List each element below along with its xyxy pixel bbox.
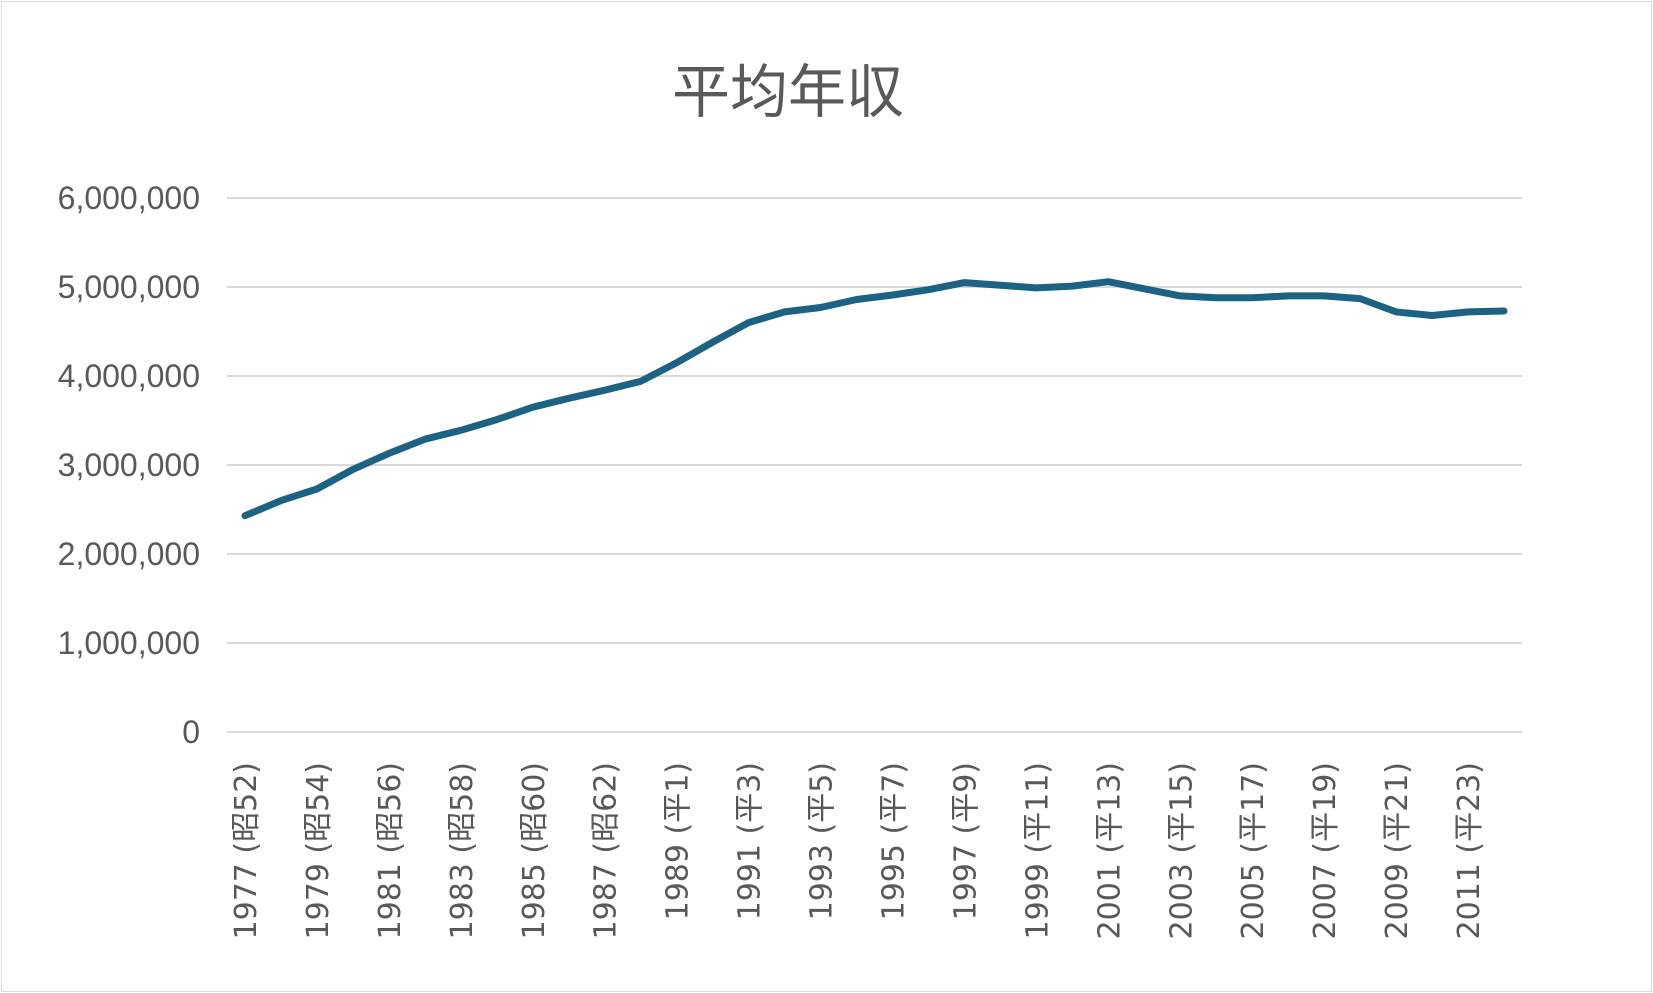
y-tick-label: 3,000,000	[58, 447, 200, 483]
x-tick-label: 1999 (平11)	[1020, 762, 1055, 939]
x-tick-label: 2003 (平15)	[1164, 762, 1199, 939]
x-tick-label: 1997 (平9)	[948, 762, 983, 920]
x-tick-label: 1995 (平7)	[876, 762, 911, 920]
x-tick-label: 1983 (昭58)	[445, 762, 480, 939]
x-tick-label: 2005 (平17)	[1236, 762, 1271, 939]
series-line	[241, 278, 1508, 520]
x-tick-label: 1989 (平1)	[661, 762, 696, 920]
y-tick-label: 5,000,000	[58, 269, 200, 305]
x-axis-tick-labels: 1977 (昭52) 1979 (昭54) 1981 (昭56) 1983 (昭58)…	[229, 762, 1487, 939]
y-tick-label: 2,000,000	[58, 536, 200, 572]
x-tick-label: 1987 (昭62)	[589, 762, 624, 939]
gridlines	[227, 197, 1522, 733]
x-tick-label: 1979 (昭54)	[301, 762, 336, 939]
x-tick-label: 2007 (平19)	[1308, 762, 1343, 939]
y-axis-tick-labels: 0 1,000,000 2,000,000 3,000,000 4,000,000 5,0…	[58, 180, 200, 750]
x-tick-label: 2011 (平23)	[1452, 762, 1487, 939]
y-tick-label: 6,000,000	[58, 180, 200, 216]
x-tick-label: 1991 (平3)	[733, 762, 768, 920]
chart-title: 平均年収	[672, 58, 904, 126]
y-tick-label: 4,000,000	[58, 358, 200, 394]
y-tick-label: 0	[182, 714, 200, 750]
y-tick-label: 1,000,000	[58, 625, 200, 661]
x-tick-label: 1977 (昭52)	[229, 762, 264, 939]
series-layer	[241, 278, 1508, 520]
x-tick-label: 2009 (平21)	[1380, 762, 1415, 939]
x-tick-label: 1981 (昭56)	[373, 762, 408, 939]
x-tick-label: 2001 (平13)	[1092, 762, 1127, 939]
x-tick-label: 1985 (昭60)	[517, 762, 552, 939]
x-tick-label: 1993 (平5)	[805, 762, 840, 920]
